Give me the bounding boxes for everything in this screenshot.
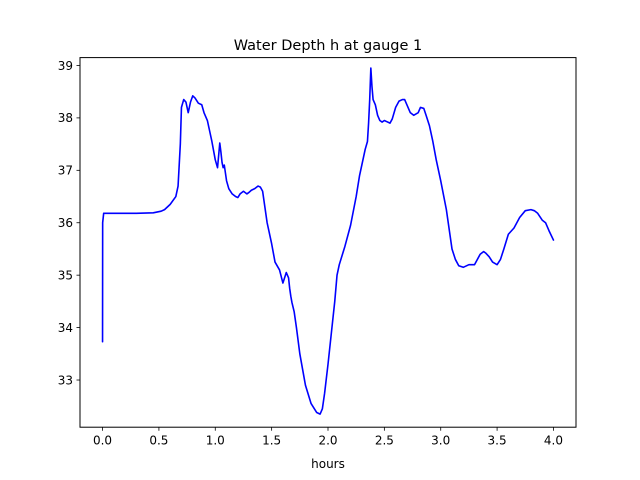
x-tick-label: 1.5	[262, 434, 281, 448]
x-tick-label: 3.0	[431, 434, 450, 448]
y-tick-label: 38	[58, 111, 73, 125]
y-tick-label: 36	[58, 216, 73, 230]
plot-area	[101, 67, 555, 415]
chart-title: Water Depth h at gauge 1	[234, 38, 422, 54]
y-tick-label: 35	[58, 268, 73, 282]
y-axis-ticks: 33 34 35 36 37 38 39	[58, 59, 80, 387]
x-tick-label: 1.0	[206, 434, 225, 448]
x-tick-label: 2.5	[375, 434, 394, 448]
y-tick-label: 33	[58, 373, 73, 387]
x-tick-label: 4.0	[544, 434, 563, 448]
y-tick-label: 37	[58, 164, 73, 178]
x-axis-ticks: 0.0 0.5 1.0 1.5 2.0 2.5 3.0 3.5 4.0	[93, 427, 563, 448]
y-tick-label: 34	[58, 321, 73, 335]
x-axis-title: hours	[311, 457, 345, 471]
x-tick-label: 3.5	[488, 434, 507, 448]
x-tick-label: 0.0	[93, 434, 112, 448]
x-tick-label: 0.5	[149, 434, 168, 448]
y-tick-label: 39	[58, 59, 73, 73]
x-tick-label: 2.0	[318, 434, 337, 448]
plot-frame	[79, 57, 577, 428]
series-line-0	[101, 67, 555, 415]
